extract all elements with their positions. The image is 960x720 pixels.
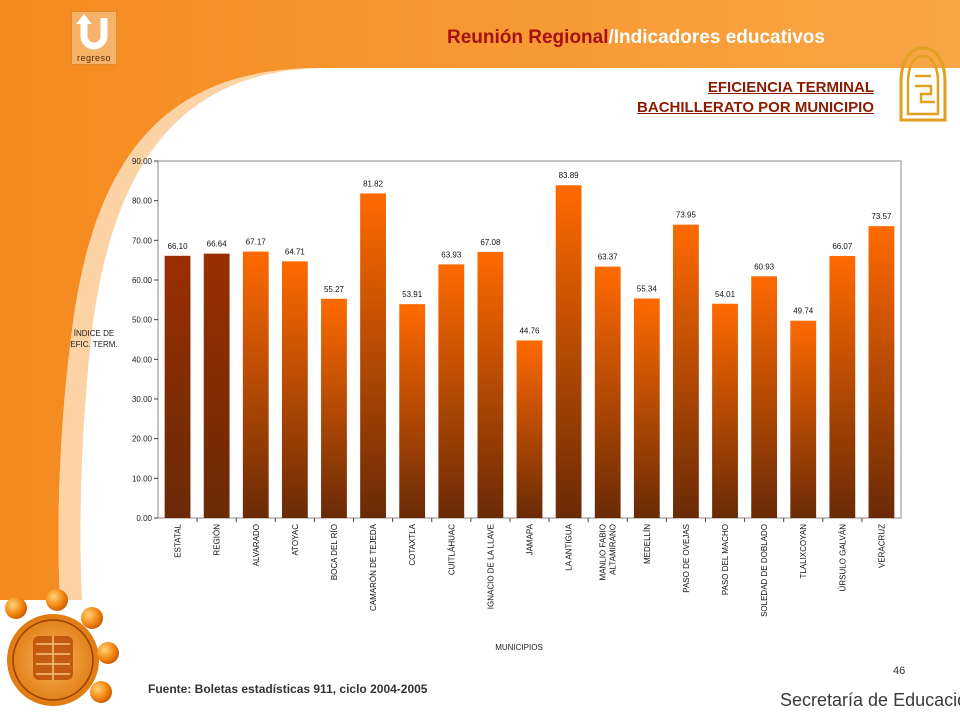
- x-category-label: PASO DEL MACHO: [721, 524, 730, 595]
- bar: [516, 340, 543, 518]
- x-category-label: MEDELLÍN: [643, 524, 652, 564]
- bar-value-label: 66.64: [207, 240, 228, 249]
- bar-value-label: 64.71: [285, 247, 306, 256]
- x-category-label: ATOYAC: [291, 524, 300, 556]
- organization-name: Secretaría de Educación: [780, 690, 960, 710]
- seal-emblem-icon: [7, 614, 99, 706]
- y-tick-label: 0.00: [136, 514, 152, 523]
- bar: [868, 226, 895, 518]
- x-category-label: REGIÓN: [213, 524, 222, 556]
- bar: [594, 266, 621, 518]
- x-category-label: IGNACIO DE LA LLAVE: [486, 524, 495, 609]
- bar-value-label: 55.34: [637, 284, 658, 293]
- y-tick-label: 50.00: [132, 316, 153, 325]
- y-axis-label: ÍNDICE DE: [74, 329, 114, 338]
- institution-logo-icon: [899, 46, 947, 122]
- bar-value-label: 60.93: [754, 262, 775, 271]
- page-title-separator: /: [608, 27, 614, 48]
- u-turn-arrow-icon: [76, 14, 108, 50]
- bar: [751, 276, 778, 518]
- back-button[interactable]: regreso: [71, 11, 117, 65]
- chart-title: EFICIENCIA TERMINAL BACHILLERATO POR MUN…: [637, 78, 874, 118]
- bar-value-label: 63.37: [598, 253, 619, 262]
- x-category-label: ALTAMIRANO: [609, 524, 618, 575]
- bar: [790, 320, 817, 518]
- bar-value-label: 66.07: [832, 242, 853, 251]
- x-category-label: BOCA DEL RÍO: [330, 524, 339, 580]
- bar-value-label: 63.93: [441, 250, 462, 259]
- x-category-label: JAMAPA: [526, 523, 535, 555]
- bar: [438, 264, 465, 518]
- x-axis-label: MUNICIPIOS: [495, 643, 543, 652]
- chart-title-line1: EFICIENCIA TERMINAL: [707, 79, 874, 96]
- back-button-label: regreso: [76, 53, 111, 63]
- bar-value-label: 44.76: [519, 326, 540, 335]
- chart-title-line2: BACHILLERATO POR MUNICIPIO: [637, 99, 874, 116]
- bar: [242, 251, 269, 518]
- y-axis-label: EFIC. TERM.: [70, 340, 117, 349]
- bar: [164, 255, 191, 518]
- y-tick-label: 60.00: [132, 276, 153, 285]
- x-category-label: ALVARADO: [252, 524, 261, 566]
- y-tick-label: 40.00: [132, 355, 153, 364]
- x-category-label: PASO DE OVEJAS: [682, 524, 691, 593]
- bar: [829, 255, 856, 518]
- y-tick-label: 90.00: [132, 157, 153, 166]
- bar-value-label: 73.95: [676, 211, 697, 220]
- bar: [321, 298, 347, 518]
- page-number: 46: [893, 665, 906, 677]
- x-category-label: VERACRUZ: [877, 524, 886, 568]
- x-category-label: SOLEDAD DE DOBLADO: [760, 524, 769, 617]
- x-category-label: ESTATAL: [174, 523, 183, 557]
- x-category-label: TLALIXCOYAN: [799, 524, 808, 579]
- chart-bars: [164, 185, 895, 519]
- chart-labels: 0.00 10.00 20.00 30.00 40.00 50.00 60.00 70.00 8…: [70, 157, 892, 652]
- y-tick-label: 80.00: [132, 197, 153, 206]
- bar-value-label: 54.01: [715, 290, 736, 299]
- bar: [399, 304, 426, 518]
- bar: [555, 185, 582, 518]
- bar-value-label: 55.27: [324, 285, 345, 294]
- bar-value-label: 67.17: [246, 238, 267, 247]
- x-category-label: CUITLÁHUAC: [447, 524, 456, 575]
- y-tick-label: 30.00: [132, 395, 153, 404]
- bar-value-label: 67.08: [480, 238, 501, 247]
- x-category-label: MANLIO FABIO: [599, 524, 608, 580]
- x-category-label: COTAXTLA: [408, 523, 417, 565]
- y-tick-label: 10.00: [132, 474, 153, 483]
- page-title-main: Reunión Regional: [447, 27, 609, 48]
- bar-value-label: 66.10: [168, 242, 189, 251]
- y-tick-label: 20.00: [132, 435, 153, 444]
- page-title: Reunión Regional/Indicadores educativos: [447, 27, 825, 49]
- x-category-label: ÚRSULO GALVÁN: [838, 524, 847, 592]
- bar-value-label: 73.57: [871, 212, 892, 221]
- page-title-sub: Indicadores educativos: [613, 27, 825, 48]
- x-category-label: LA ANTIGUA: [565, 523, 574, 570]
- bar: [712, 303, 738, 518]
- bar: [360, 193, 386, 518]
- bar: [633, 298, 660, 518]
- y-tick-label: 70.00: [132, 236, 153, 245]
- bar-value-label: 53.91: [402, 290, 423, 299]
- bar-value-label: 81.82: [363, 179, 384, 188]
- bar: [673, 224, 699, 519]
- bar: [203, 253, 230, 519]
- bar: [477, 251, 504, 518]
- bar-value-label: 83.89: [559, 171, 580, 180]
- x-category-label: CAMARÓN DE TEJEDA: [369, 523, 378, 611]
- bar-value-label: 49.74: [793, 307, 814, 316]
- bar: [281, 261, 308, 518]
- source-footnote: Fuente: Boletas estadísticas 911, ciclo …: [148, 682, 428, 696]
